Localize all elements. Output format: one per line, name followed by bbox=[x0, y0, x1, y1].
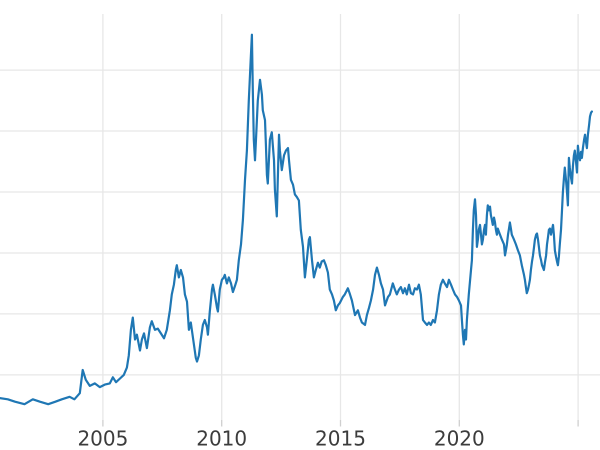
x-tick-label: 2020 bbox=[434, 427, 485, 450]
x-tick-label: 2010 bbox=[196, 427, 247, 450]
x-tick-label: 2005 bbox=[77, 427, 128, 450]
price-line-series bbox=[0, 33, 594, 406]
x-tick-label: 2015 bbox=[315, 427, 366, 450]
